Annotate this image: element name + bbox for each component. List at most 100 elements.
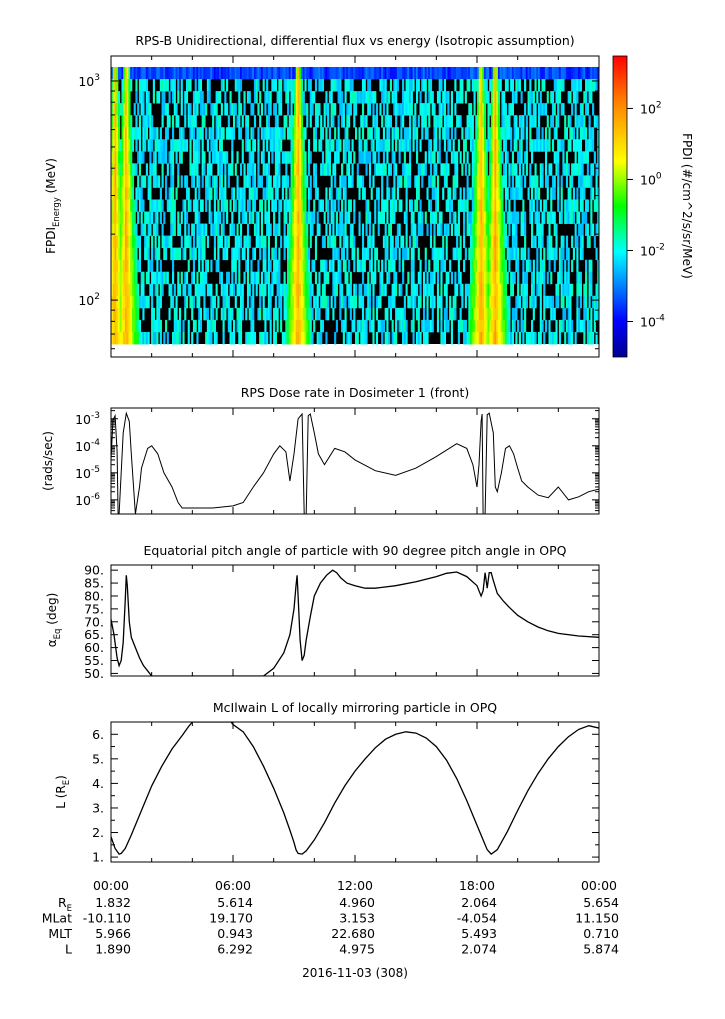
spectrogram-cell (433, 223, 436, 237)
spectrogram-cell (205, 307, 208, 321)
spectrogram-cell (328, 127, 331, 140)
spectrogram-cell (304, 211, 307, 224)
y-tick-label-exp: -6 (91, 492, 100, 502)
spectrogram-cell (297, 247, 300, 261)
spectrogram-cell (593, 151, 596, 164)
spectrogram-cell (159, 259, 162, 273)
spectrogram-cell (163, 67, 166, 80)
spectrogram-cell (480, 79, 483, 92)
y-tick-label: 10-3 (75, 411, 100, 427)
spectrogram-cell (292, 115, 295, 128)
spectrogram-cell (213, 247, 216, 261)
spectrogram-cell (571, 199, 574, 212)
spectrogram-cell (555, 319, 558, 333)
spectrogram-cell (464, 91, 467, 104)
ephemeris-name-main: MLat (42, 911, 72, 926)
spectrogram-cell (393, 199, 396, 212)
spectrogram-cell (581, 235, 584, 249)
spectrogram-cell (137, 67, 140, 80)
spectrogram-cell (335, 271, 338, 285)
spectrogram-cell (314, 115, 318, 128)
spectrogram-cell (210, 127, 213, 140)
spectrogram-cell (187, 259, 190, 273)
ephemeris-value: 22.680 (331, 926, 375, 941)
spectrogram-cell (480, 91, 483, 104)
spectrogram-cell (246, 127, 250, 140)
spectrogram-cell (185, 187, 189, 200)
spectrogram-cell (525, 283, 528, 297)
spectrogram-cell (205, 127, 208, 140)
spectrogram-cell (341, 91, 344, 104)
spectrogram-cell (246, 115, 250, 128)
spectrogram-cell (295, 115, 298, 128)
spectrogram-cell (464, 247, 467, 261)
spectrogram-cell (140, 211, 143, 224)
spectrogram-cell (483, 247, 487, 261)
spectrogram-cell (112, 247, 115, 261)
spectrogram-cell (245, 331, 248, 345)
spectrogram-cell (546, 295, 549, 309)
spectrogram-cell (478, 91, 481, 104)
spectrogram-cell (525, 271, 528, 285)
spectrogram-cell (180, 175, 183, 188)
spectrogram-cell (138, 127, 142, 140)
spectrogram-cell (128, 175, 131, 188)
spectrogram-cell (142, 175, 145, 188)
spectrogram-cell (243, 163, 246, 176)
spectrogram-cell (341, 163, 344, 176)
spectrogram-cell (468, 247, 471, 261)
spectrogram-cell (294, 139, 297, 152)
spectrogram-cell (229, 331, 232, 345)
spectrogram-cell (302, 247, 305, 261)
spectrogram-cell (496, 127, 499, 140)
spectrogram-cell (363, 259, 366, 273)
spectrogram-cell (518, 331, 521, 345)
spectrogram-cell (480, 319, 483, 333)
spectrogram-cell (388, 259, 391, 273)
spectrogram-cell (130, 271, 133, 285)
spectrogram-cell (433, 259, 436, 273)
spectrogram-cell (442, 259, 445, 273)
spectrogram-cell (398, 103, 401, 116)
spectrogram-cell (220, 271, 223, 285)
spectrogram-cell (402, 115, 405, 128)
spectrogram-cell (124, 115, 128, 128)
spectrogram-cell (259, 67, 262, 80)
spectrogram-cell (579, 271, 582, 285)
spectrogram-cell (553, 211, 556, 224)
spectrogram-cell (278, 103, 281, 116)
spectrogram-cell (297, 127, 300, 140)
spectrogram-cell (114, 103, 117, 116)
spectrogram-cell (497, 67, 501, 80)
spectrogram-cell (506, 187, 509, 200)
spectrogram-cell (126, 127, 129, 140)
spectrogram-cell (386, 127, 389, 140)
spectrogram-cell (267, 235, 270, 249)
spectrogram-cell (175, 295, 178, 309)
spectrogram-cell (156, 211, 159, 224)
spectrogram-cell (290, 91, 293, 104)
spectrogram-cell (442, 67, 445, 80)
spectrogram-cell (278, 199, 281, 212)
spectrogram-cell (475, 235, 478, 249)
y-tick-label-base: 10 (78, 74, 94, 89)
ephemeris-value: 2.064 (461, 895, 497, 910)
spectrogram-cell (306, 271, 309, 285)
spectrogram-cell (290, 271, 293, 285)
spectrogram-cell (294, 115, 297, 128)
spectrogram-cell (435, 127, 438, 140)
spectrogram-cell (592, 163, 595, 176)
spectrogram-cell (538, 331, 541, 345)
spectrogram-cell (482, 283, 485, 297)
spectrogram-cell (154, 151, 157, 164)
spectrogram-cell (245, 235, 248, 249)
spectrogram-cell (504, 139, 508, 152)
spectrogram-cell (375, 331, 379, 345)
spectrogram-cell (119, 331, 122, 345)
spectrogram-cell (560, 175, 563, 188)
spectrogram-cell (302, 223, 305, 237)
spectrogram-cell (299, 91, 302, 104)
spectrogram-cell (496, 175, 499, 188)
spectrogram-cell (503, 259, 506, 273)
spectrogram-cell (489, 211, 492, 224)
